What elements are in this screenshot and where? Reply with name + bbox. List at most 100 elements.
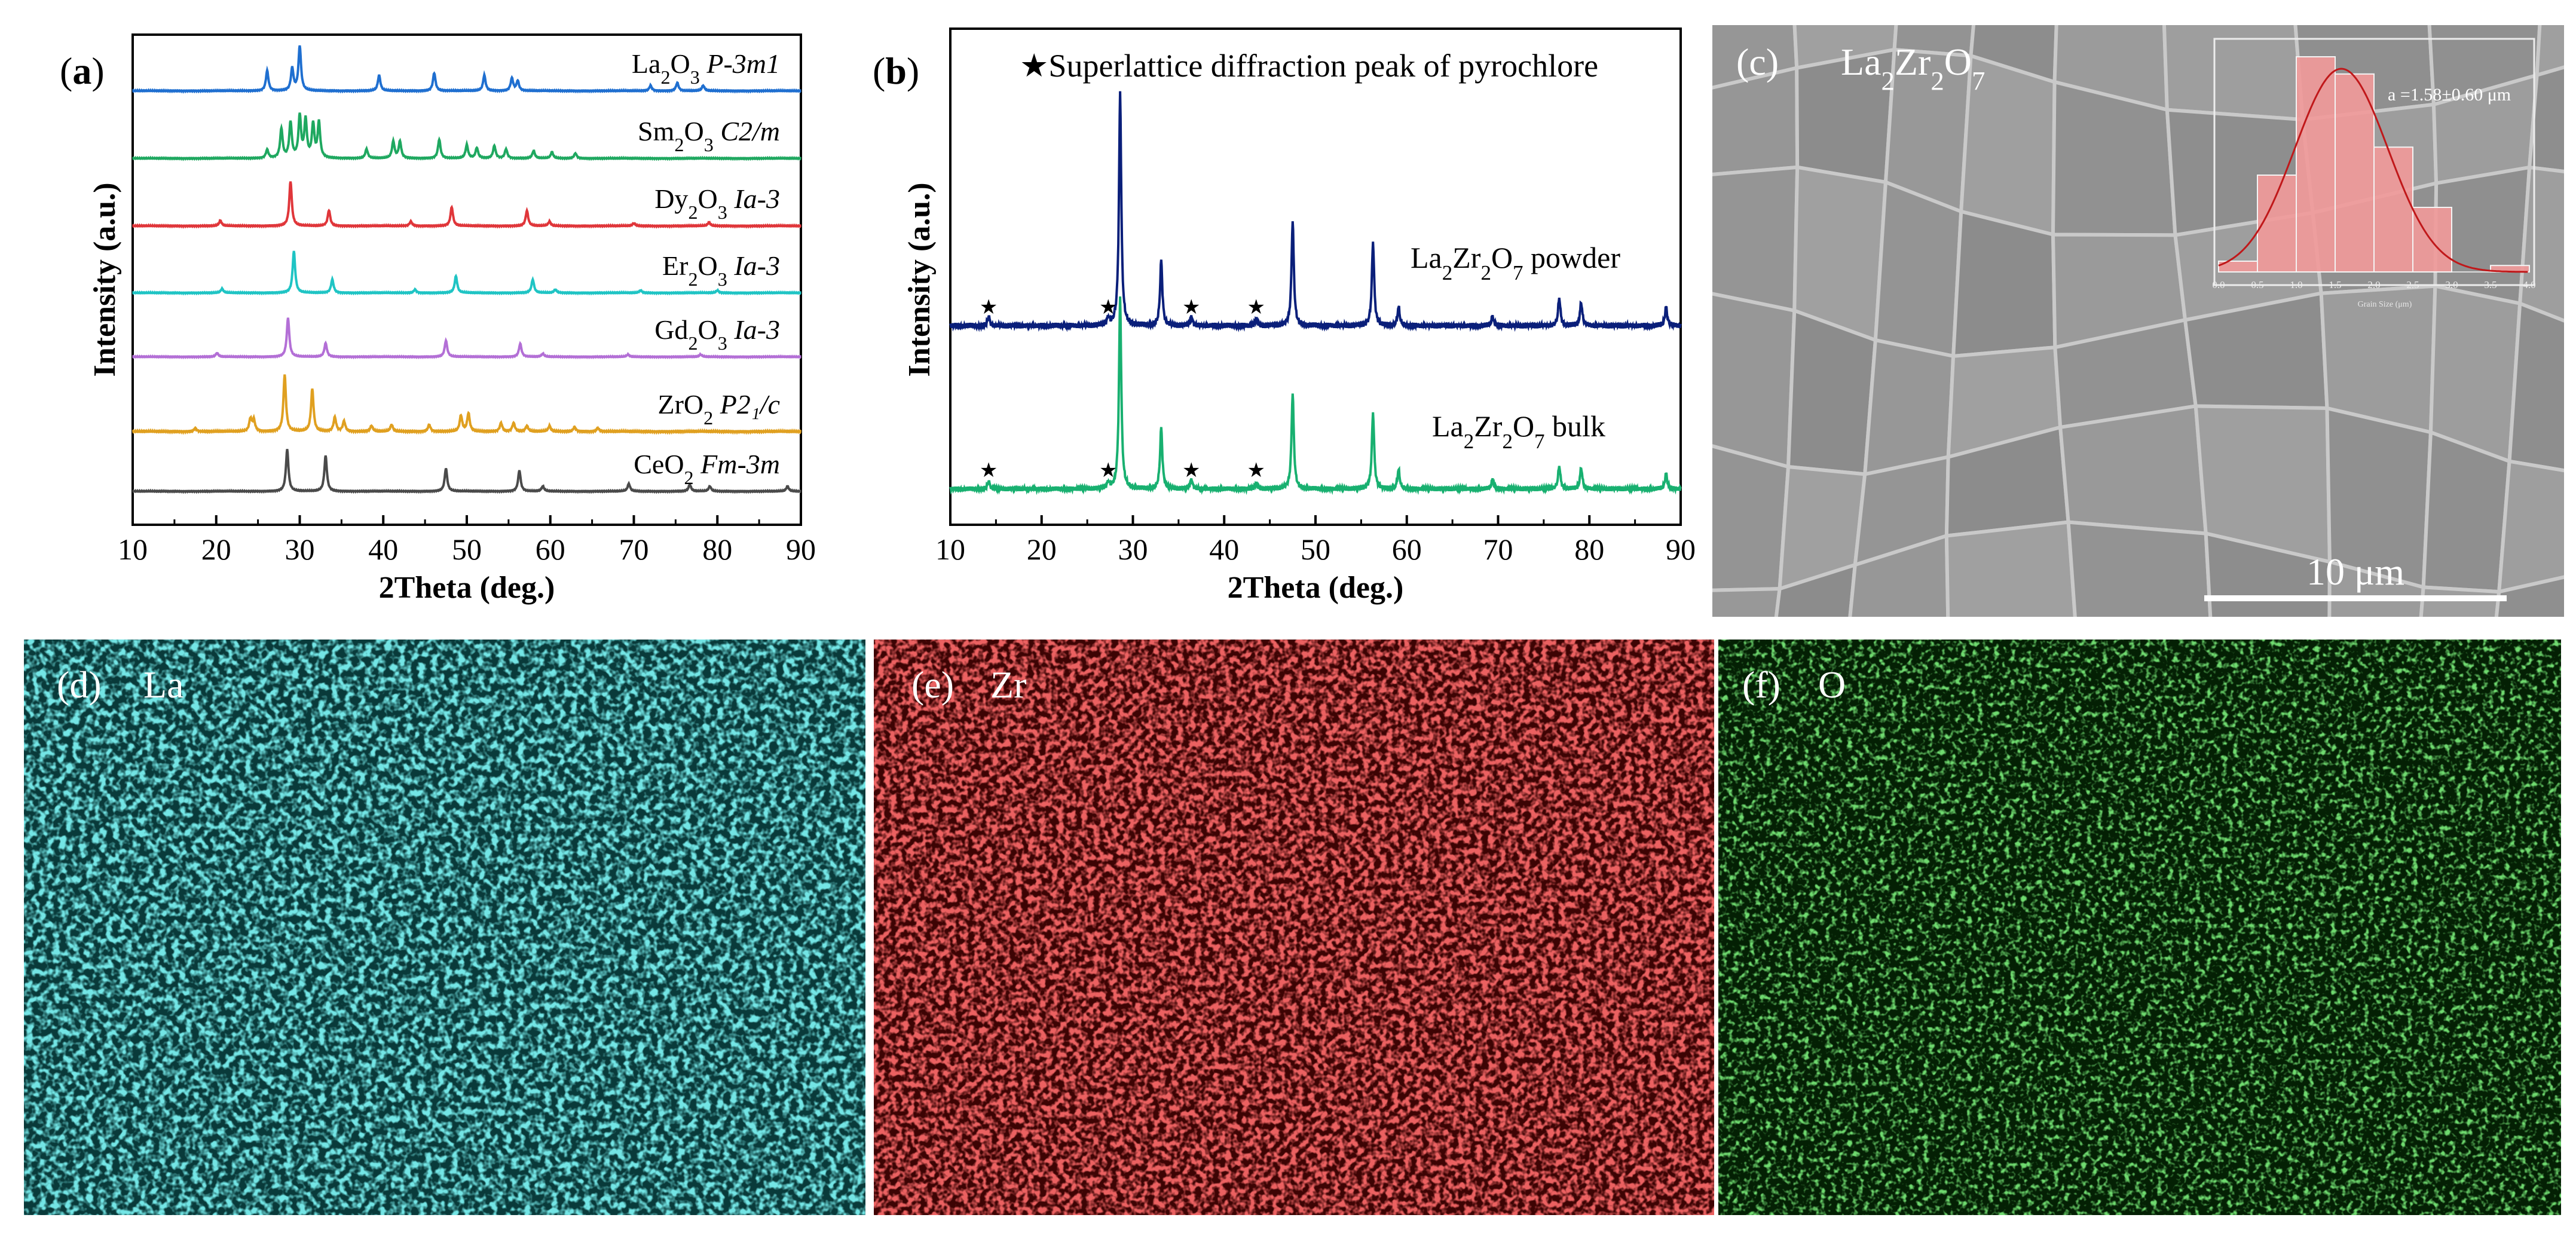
inset-tick-label: 0.0 xyxy=(2212,279,2225,290)
panel-a-series-label: Sm2O3 C2/m xyxy=(638,116,780,155)
map-la-panel: (d) xyxy=(57,663,102,706)
panel-a: La2O3 P-3m1 Sm2O3 C2/m Dy2O3 Ia-3 Er2O3 Ia-… xyxy=(60,33,816,605)
inset-frame xyxy=(2213,38,2535,286)
inset-bar xyxy=(2257,175,2297,273)
inset-tick-label: 4.0 xyxy=(2523,279,2535,290)
panel-b-series-line xyxy=(949,296,1682,495)
panel-a-series-label: Dy2O3 Ia-3 xyxy=(654,183,780,223)
inset-annotation: a =1.58±0.60 μm xyxy=(2388,85,2511,105)
sem-grain-boundaries xyxy=(1712,25,2564,617)
panel-b-x-tick-label: 90 xyxy=(1666,533,1696,566)
sem-grain xyxy=(2327,560,2425,617)
panel-b-x-tick-label: 40 xyxy=(1209,533,1239,566)
sem-grain xyxy=(1712,165,1800,313)
map-o-signal xyxy=(1718,640,2561,1215)
superlattice-star: ★ xyxy=(1247,296,1265,319)
panel-a-series-line xyxy=(131,250,801,296)
sem-grain xyxy=(2421,430,2511,594)
panel-a-series-label: CeO2 Fm-3m xyxy=(634,449,780,488)
panel-b-series: La2Zr2O7 powder ★ ★ ★ ★ La2Zr2O7 bulk ★ ★ ★ ★ xyxy=(949,91,1682,495)
panel-a-x-tick-label: 70 xyxy=(619,533,649,566)
superlattice-star: ★ xyxy=(1182,296,1200,319)
panel-a-series: La2O3 P-3m1 Sm2O3 C2/m Dy2O3 Ia-3 Er2O3 Ia-… xyxy=(131,45,802,494)
panel-b-x-tick-label: 10 xyxy=(935,533,965,566)
panel-a-series-label: ZrO2 P2₁/c xyxy=(657,389,780,429)
sem-grain xyxy=(1863,338,1956,476)
panel-a-series-label: Er2O3 Ia-3 xyxy=(662,250,780,290)
panel-b-x-tick-label: 60 xyxy=(1392,533,1422,566)
panel-a-series-line xyxy=(131,181,802,229)
superlattice-star: ★ xyxy=(1247,460,1265,482)
panel-a-series-label: La2O3 P-3m1 xyxy=(632,48,780,88)
panel-b-x-tick-label: 80 xyxy=(1574,533,1604,566)
panel-a-x-tick-label: 10 xyxy=(118,533,148,566)
sem-grain xyxy=(1848,534,1950,617)
sem-grain xyxy=(2497,459,2564,594)
panel-a-x-tick-label: 50 xyxy=(452,533,482,566)
panel-b-label: (b) xyxy=(873,50,919,92)
map-zr-panel: (e) xyxy=(911,663,954,706)
panel-b-x-tick-label: 50 xyxy=(1301,533,1330,566)
map-la: (d) La xyxy=(24,640,865,1215)
sem-grain xyxy=(1712,66,1800,176)
sem-grain xyxy=(1944,520,2077,617)
grain-size-inset: 0.0 0.5 1.0 1.5 2.0 2.5 3.0 3.5 4.0 Grain Size (… xyxy=(2212,38,2536,309)
sem-grain xyxy=(2058,404,2208,536)
inset-histogram: 0.0 0.5 1.0 1.5 2.0 2.5 3.0 3.5 4.0 xyxy=(2212,56,2536,290)
sem-grain xyxy=(1712,292,1797,469)
superlattice-star: ★ xyxy=(980,296,998,319)
panel-b-axes: 10 20 30 40 50 60 70 80 90 xyxy=(935,515,1696,566)
panel-a-series-line xyxy=(131,449,801,494)
sem-grain xyxy=(1712,444,1791,592)
panel-a-ylabel: Intensity (a.u.) xyxy=(88,182,122,377)
panel-a-x-tick-label: 40 xyxy=(368,533,398,566)
sem-grain xyxy=(2528,65,2564,173)
panel-a-axes: 10 20 30 40 50 60 70 80 90 xyxy=(118,515,816,566)
sem-grain xyxy=(1712,587,1782,617)
scale-bar-label: 10 μm xyxy=(2306,550,2404,593)
inset-tick-label: 1.5 xyxy=(2329,279,2341,290)
superlattice-star: ★ xyxy=(1099,296,1117,319)
map-o-panel: (f) xyxy=(1742,663,1780,706)
sem-grain xyxy=(1951,209,2057,358)
inset-bar xyxy=(2296,56,2336,273)
inset-tick-label: 2.0 xyxy=(2367,279,2380,290)
sem-grain xyxy=(2419,585,2501,617)
map-o-element: O xyxy=(1818,663,1846,706)
panel-b: La2Zr2O7 powder ★ ★ ★ ★ La2Zr2O7 bulk ★ ★ ★ ★ 10 2… xyxy=(873,27,1696,605)
panel-b-x-tick-label: 30 xyxy=(1118,533,1148,566)
sem-grain xyxy=(1873,180,1963,358)
sem-grain xyxy=(2535,25,2564,77)
sem-grain xyxy=(1774,563,1857,617)
inset-xlabel: Grain Size (μm) xyxy=(2358,300,2412,309)
inset-tick-label: 2.5 xyxy=(2406,279,2419,290)
scale-bar-line xyxy=(2204,595,2507,601)
eds-maps: (d) La (e) Zr (f) O xyxy=(24,640,2561,1215)
inset-tick-label: 3.5 xyxy=(2484,279,2497,290)
superlattice-star: ★ xyxy=(980,460,998,482)
map-zr-element: Zr xyxy=(990,663,1026,706)
map-la-signal xyxy=(24,640,865,1215)
panel-b-frame xyxy=(949,27,1682,526)
sem-grain xyxy=(2494,575,2564,617)
sem-grain xyxy=(2162,25,2305,122)
superlattice-star: ★ xyxy=(1182,460,1200,482)
panel-c-sem-image: (c) La2Zr2O7 10 μm 0.0 0.5 1.0 1.5 2.0 2.5 3.0… xyxy=(1712,25,2564,617)
panel-b-x-tick-label: 20 xyxy=(1027,533,1057,566)
panel-b-series-line xyxy=(949,91,1682,332)
map-zr-signal xyxy=(874,640,1714,1215)
inset-fit-curve xyxy=(2218,68,2528,273)
panel-a-x-tick-label: 80 xyxy=(702,533,732,566)
sem-grain xyxy=(2428,284,2522,463)
panel-a-series-line xyxy=(131,317,801,360)
map-zr: (e) Zr xyxy=(874,640,1714,1215)
inset-bar xyxy=(2335,73,2375,273)
scale-bar: 10 μm xyxy=(2204,550,2507,601)
panel-a-series-label: Gd2O3 Ia-3 xyxy=(654,314,780,354)
inset-tick-label: 1.0 xyxy=(2290,279,2302,290)
panel-b-xlabel: 2Theta (deg.) xyxy=(1228,571,1404,605)
panel-b-x-tick-label: 70 xyxy=(1483,533,1513,566)
panel-a-xlabel: 2Theta (deg.) xyxy=(379,571,555,605)
superlattice-star: ★ xyxy=(1099,460,1117,482)
